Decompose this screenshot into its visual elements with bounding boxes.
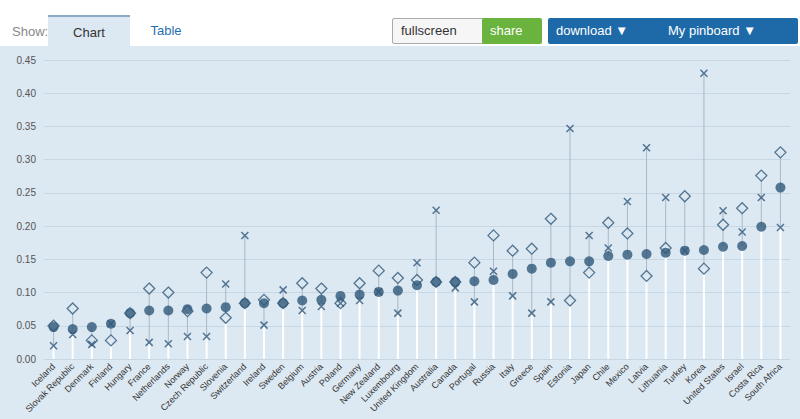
svg-text:Czech Republic: Czech Republic (158, 361, 211, 413)
svg-text:Switzerland: Switzerland (208, 361, 249, 402)
svg-text:0.10: 0.10 (17, 287, 37, 298)
svg-text:Russia: Russia (471, 361, 497, 387)
svg-text:Turkey: Turkey (662, 361, 689, 388)
html-text:download ▼: download ▼ (556, 23, 629, 38)
svg-text:United States: United States (681, 361, 727, 407)
svg-text:Portugal: Portugal (447, 361, 478, 393)
svg-text:Latvia: Latvia (626, 361, 651, 386)
svg-text:Japan: Japan (568, 361, 592, 385)
svg-text:Austria: Austria (298, 361, 325, 389)
svg-text:Slovenia: Slovenia (197, 361, 230, 393)
svg-text:0.25: 0.25 (17, 187, 37, 198)
svg-text:0.20: 0.20 (17, 221, 37, 232)
svg-text:0.05: 0.05 (17, 320, 37, 331)
svg-text:Finland: Finland (86, 361, 115, 390)
svg-text:Korea: Korea (683, 361, 708, 386)
svg-text:Estonia: Estonia (545, 361, 573, 389)
svg-text:Greece: Greece (507, 361, 535, 389)
svg-text:Poland: Poland (317, 361, 344, 389)
svg-text:Luxembourg: Luxembourg (359, 361, 402, 404)
svg-text:Israel: Israel (723, 361, 746, 385)
svg-text:0.15: 0.15 (17, 254, 37, 265)
html-text:Chart: Chart (73, 25, 105, 40)
svg-text:Slovak Republic: Slovak Republic (23, 361, 77, 415)
svg-text:Iceland: Iceland (29, 361, 58, 389)
svg-text:Italy: Italy (497, 361, 517, 381)
svg-text:0.00: 0.00 (17, 354, 37, 365)
html-text:Show:: Show: (12, 24, 49, 39)
svg-text:0.40: 0.40 (17, 88, 37, 99)
html-text:My pinboard ▼: My pinboard ▼ (668, 23, 756, 38)
svg-text:Netherlands: Netherlands (130, 361, 172, 403)
svg-text:Lithuania: Lithuania (636, 361, 670, 395)
svg-text:Sweden: Sweden (256, 361, 287, 392)
svg-text:South Africa: South Africa (743, 361, 784, 402)
svg-text:Denmark: Denmark (62, 361, 96, 395)
svg-text:Chile: Chile (590, 361, 612, 383)
svg-text:Spain: Spain (531, 361, 555, 385)
svg-text:New Zealand: New Zealand (337, 361, 383, 406)
html-text:share: share (490, 23, 523, 38)
svg-text:United Kingdom: United Kingdom (368, 361, 421, 414)
svg-text:Australia: Australia (407, 361, 440, 394)
svg-text:0.35: 0.35 (17, 121, 37, 132)
svg-text:Hungary: Hungary (102, 361, 134, 393)
svg-text:Canada: Canada (429, 361, 459, 391)
svg-text:Mexico: Mexico (604, 361, 631, 388)
svg-text:Costa Rica: Costa Rica (726, 361, 765, 400)
svg-text:0.45: 0.45 (17, 55, 37, 66)
svg-text:0.30: 0.30 (17, 154, 37, 165)
svg-text:Germany: Germany (330, 361, 364, 395)
svg-text:France: France (125, 361, 153, 389)
html-text:Table: Table (150, 23, 182, 38)
svg-text:Belgium: Belgium (276, 361, 306, 391)
svg-text:Ireland: Ireland (241, 361, 268, 388)
svg-text:Norway: Norway (162, 361, 191, 391)
html-text:fullscreen: fullscreen (401, 23, 457, 38)
